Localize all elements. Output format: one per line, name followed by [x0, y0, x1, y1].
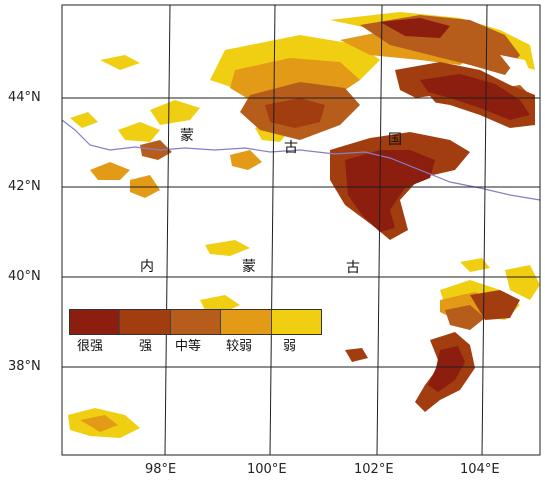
- legend-swatch-weak: [271, 310, 322, 334]
- place-label-mongolia-2: 古: [284, 140, 298, 156]
- lat-label-42n: 42°N: [8, 179, 41, 194]
- meridian-104e: [481, 4, 488, 456]
- graticule: [62, 4, 540, 456]
- lon-label-102e: 102°E: [354, 462, 394, 477]
- place-label-mongolia-1: 蒙: [180, 128, 194, 144]
- legend-label-weak: 弱: [283, 339, 297, 354]
- place-label-mongolia-3: 国: [388, 132, 402, 148]
- lon-label-104e: 104°E: [460, 462, 500, 477]
- lat-label-38n: 38°N: [8, 359, 41, 374]
- lon-label-98e: 98°E: [145, 462, 177, 477]
- meridian-98e: [164, 4, 171, 456]
- place-label-inner-mongolia-1: 内: [140, 259, 154, 275]
- place-label-inner-mongolia-2: 蒙: [242, 259, 256, 275]
- legend-label-weaker: 较弱: [226, 339, 253, 354]
- dust-very-strong-layer: [345, 18, 530, 392]
- legend-swatch-very-strong: [70, 310, 121, 334]
- legend-label-strong: 强: [139, 339, 153, 354]
- lat-label-40n: 40°N: [8, 269, 41, 284]
- legend-label-moderate: 中等: [175, 339, 202, 354]
- place-label-inner-mongolia-3: 古: [346, 260, 360, 276]
- mongolia-china-border: [61, 119, 541, 201]
- intensity-legend: [69, 309, 322, 335]
- lon-label-100e: 100°E: [247, 462, 287, 477]
- legend-swatch-strong: [120, 310, 171, 334]
- map-border: [61, 4, 541, 456]
- dust-gaps: [362, 55, 530, 136]
- legend-swatch-weaker: [221, 310, 272, 334]
- meridian-100e: [269, 4, 276, 456]
- lat-label-44n: 44°N: [8, 90, 41, 105]
- legend-label-very-strong: 很强: [77, 339, 104, 354]
- meridian-102e: [376, 4, 383, 456]
- legend-swatch-moderate: [170, 310, 222, 334]
